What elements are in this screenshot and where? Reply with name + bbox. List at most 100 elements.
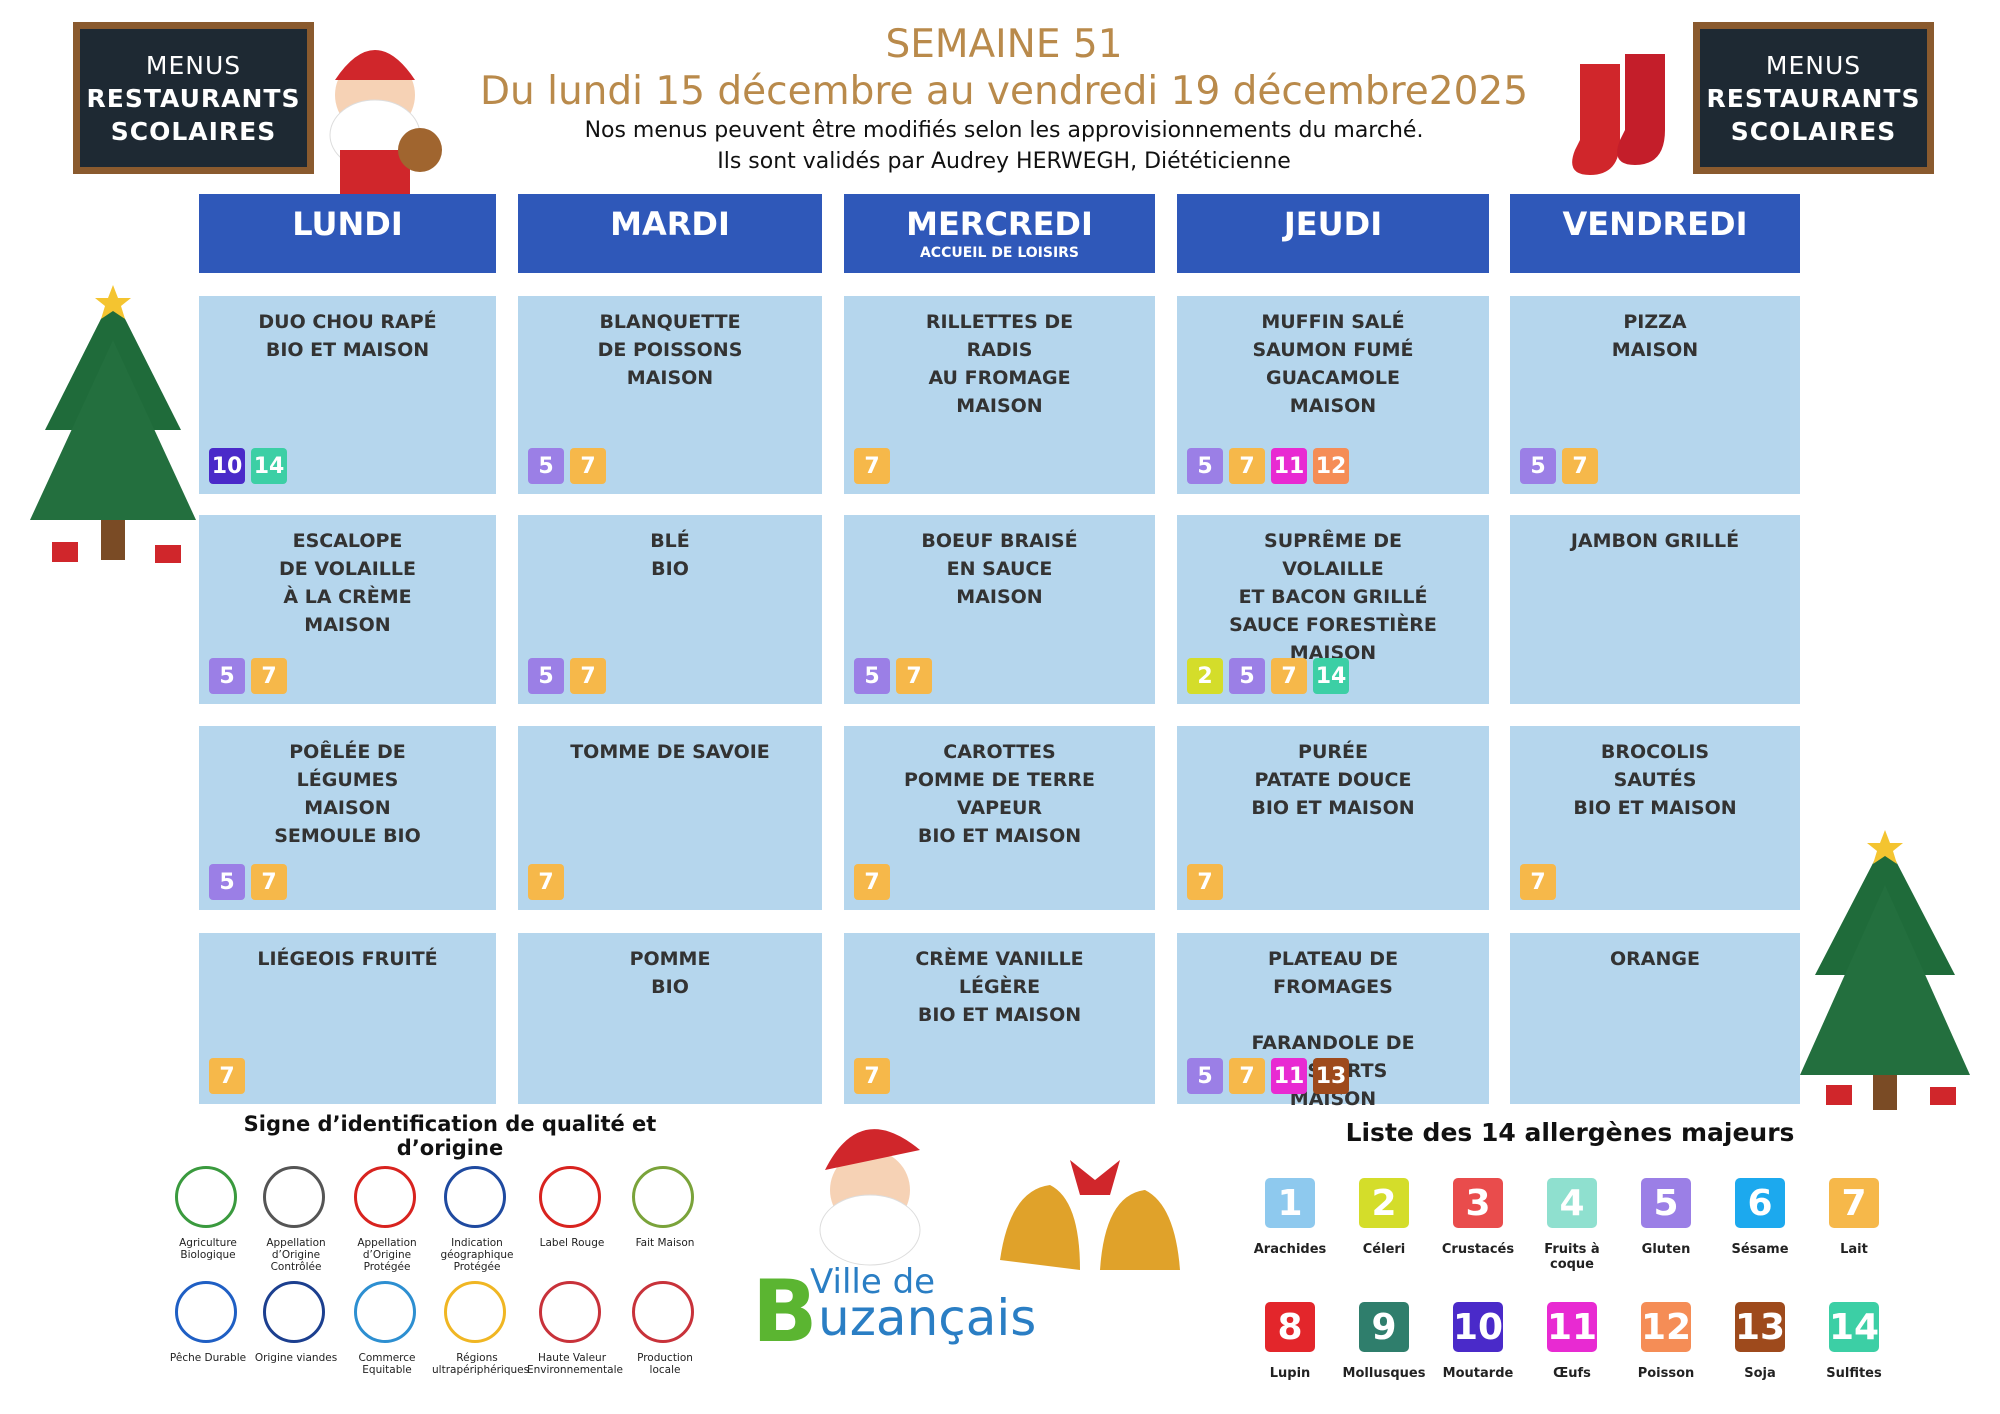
- quality-label: Régions ultrapériphériques: [432, 1352, 530, 1376]
- quality-icon: [263, 1281, 325, 1343]
- christmas-tree: [1800, 830, 1970, 1110]
- allergen-name: Fruits à coque: [1544, 1242, 1600, 1272]
- allergen-tile: 10: [1453, 1302, 1503, 1352]
- badge-line: MENUS: [145, 50, 242, 80]
- allergen-badges: 7: [209, 1058, 245, 1094]
- allergen-badge: 7: [570, 658, 606, 694]
- allergen-badge: 5: [1187, 1058, 1223, 1094]
- allergen-badge: 11: [1271, 1058, 1307, 1094]
- allergen-badge: 2: [1187, 658, 1223, 694]
- allergen-badge: 14: [251, 448, 287, 484]
- dish: MUFFIN SALÉ SAUMON FUMÉ GUACAMOLE MAISON: [1227, 308, 1439, 420]
- quality-icon: [175, 1166, 237, 1228]
- allergen-tile: 13: [1735, 1302, 1785, 1352]
- dish-line: ORANGE: [1610, 948, 1700, 970]
- allergen-badges: 7: [854, 1058, 890, 1094]
- title: SEMAINE 51: [885, 22, 1123, 67]
- menu-cell: ORANGE: [1510, 933, 1800, 1104]
- badge-line: SCOLAIRES: [1730, 116, 1897, 146]
- dish: CAROTTES POMME DE TERRE VAPEUR BIO ET MAISO…: [894, 738, 1105, 850]
- quality-icon: [539, 1166, 601, 1228]
- dish-line: BOEUF BRAISÉ: [921, 530, 1078, 552]
- dish-line: LÉGÈRE: [958, 976, 1041, 998]
- menu-cell: RILLETTES DE RADIS AU FROMAGE MAISON 7: [844, 296, 1155, 494]
- dish-line: CRÈME VANILLE: [915, 948, 1084, 970]
- allergen-name: Poisson: [1637, 1366, 1695, 1381]
- quality-icon: [632, 1166, 694, 1228]
- dish-line: TOMME DE SAVOIE: [570, 741, 770, 763]
- allergen-name: Gluten: [1641, 1242, 1691, 1257]
- dish-line: ET BACON GRILLÉ: [1238, 586, 1428, 608]
- allergen-badges: 7: [1187, 864, 1223, 900]
- dish-line: BROCOLIS SAUTÉS: [1600, 741, 1710, 791]
- menu-cell: SUPRÊME DE VOLAILLE ET BACON GRILLÉ SAUCE …: [1177, 515, 1489, 704]
- dish: PIZZA MAISON: [1560, 308, 1750, 364]
- badge-line: MENUS: [1765, 50, 1862, 80]
- dish: POÊLÉE DE LÉGUMES MAISON SEMOULE BIO: [249, 738, 446, 850]
- dish: ESCALOPE DE VOLAILLE À LA CRÈME MAISON: [249, 527, 446, 639]
- allergen-name: Soja: [1744, 1366, 1776, 1381]
- allergen-tile: 8: [1265, 1302, 1315, 1352]
- day-name: JEUDI: [1283, 205, 1383, 243]
- dish-line: SAUMON FUMÉ: [1252, 339, 1414, 361]
- dishes: CRÈME VANILLE LÉGÈRE BIO ET MAISON: [894, 945, 1105, 1029]
- dish-line: POMME: [629, 948, 711, 970]
- dish: RILLETTES DE RADIS AU FROMAGE MAISON: [894, 308, 1105, 420]
- allergen-name: Arachides: [1253, 1242, 1327, 1257]
- dishes: BLÉ BIO: [568, 527, 772, 583]
- day-name: LUNDI: [292, 205, 403, 243]
- quality-icon: [175, 1281, 237, 1343]
- dish-line: DE POISSONS: [597, 339, 743, 361]
- allergen-badge: 7: [854, 864, 890, 900]
- dish: BLANQUETTE DE POISSONS MAISON: [568, 308, 772, 392]
- dish-line: EN SAUCE: [946, 558, 1053, 580]
- dish: CRÈME VANILLE LÉGÈRE BIO ET MAISON: [894, 945, 1105, 1029]
- dish: BLÉ BIO: [568, 527, 772, 583]
- dish-line: PIZZA: [1623, 311, 1687, 333]
- santa-face-illustration: [819, 1129, 921, 1266]
- dish-line: PATATE DOUCE: [1254, 769, 1412, 791]
- allergen-badge: 7: [1229, 1058, 1265, 1094]
- dishes: ESCALOPE DE VOLAILLE À LA CRÈME MAISON: [249, 527, 446, 639]
- quality-label: Commerce Equitable: [358, 1352, 416, 1376]
- dish: PURÉE PATATE DOUCE BIO ET MAISON: [1227, 738, 1439, 822]
- allergen-name: Lupin: [1269, 1366, 1311, 1381]
- dishes: DUO CHOU RAPÉ BIO ET MAISON: [249, 308, 446, 364]
- quality-title: Signe d’identification de qualité et d’o…: [243, 1112, 657, 1160]
- stockings-illustration: [1572, 38, 1667, 175]
- dishes: TOMME DE SAVOIE: [568, 738, 772, 766]
- menu-cell: PURÉE PATATE DOUCE BIO ET MAISON 7: [1177, 726, 1489, 910]
- quality-icon: [263, 1166, 325, 1228]
- quality-label: Agriculture Biologique: [179, 1237, 237, 1261]
- day-name: VENDREDI: [1562, 205, 1748, 243]
- allergen-badge: 7: [1187, 864, 1223, 900]
- menu-cell: POMME BIO: [518, 933, 822, 1104]
- dish-line: BIO ET MAISON: [917, 825, 1082, 847]
- menu-cell: BLÉ BIO 5 7: [518, 515, 822, 704]
- dish-line: MAISON: [304, 614, 391, 636]
- quality-icon: [444, 1281, 506, 1343]
- dish: DUO CHOU RAPÉ BIO ET MAISON: [249, 308, 446, 364]
- allergens-title: Liste des 14 allergènes majeurs: [1345, 1118, 1795, 1147]
- dish: ORANGE: [1560, 945, 1750, 973]
- allergen-badge: 5: [209, 658, 245, 694]
- dishes: ORANGE: [1560, 945, 1750, 973]
- dish-line: SEMOULE BIO: [274, 825, 421, 847]
- dish-line: DE VOLAILLE: [279, 558, 416, 580]
- allergen-badge: 13: [1313, 1058, 1349, 1094]
- dish-line: MAISON: [1289, 1088, 1377, 1110]
- allergen-badges: 7: [1520, 864, 1556, 900]
- menu-cell: JAMBON GRILLÉ: [1510, 515, 1800, 704]
- dishes: CAROTTES POMME DE TERRE VAPEUR BIO ET MAISO…: [894, 738, 1105, 850]
- allergen-badges: 2 5 7 14: [1187, 658, 1349, 694]
- bells-illustration: [1000, 1160, 1180, 1270]
- note: Ils sont validés par Audrey HERWEGH, Dié…: [717, 149, 1291, 174]
- dish: SUPRÊME DE VOLAILLE ET BACON GRILLÉ SAUCE …: [1227, 527, 1439, 667]
- dish-line: AU FROMAGE: [928, 367, 1071, 389]
- allergen-badges: 5 7 11 12: [1187, 448, 1349, 484]
- dish-line: CAROTTES: [943, 741, 1056, 763]
- dish: TOMME DE SAVOIE: [568, 738, 772, 766]
- day-header: VENDREDI: [1510, 194, 1800, 273]
